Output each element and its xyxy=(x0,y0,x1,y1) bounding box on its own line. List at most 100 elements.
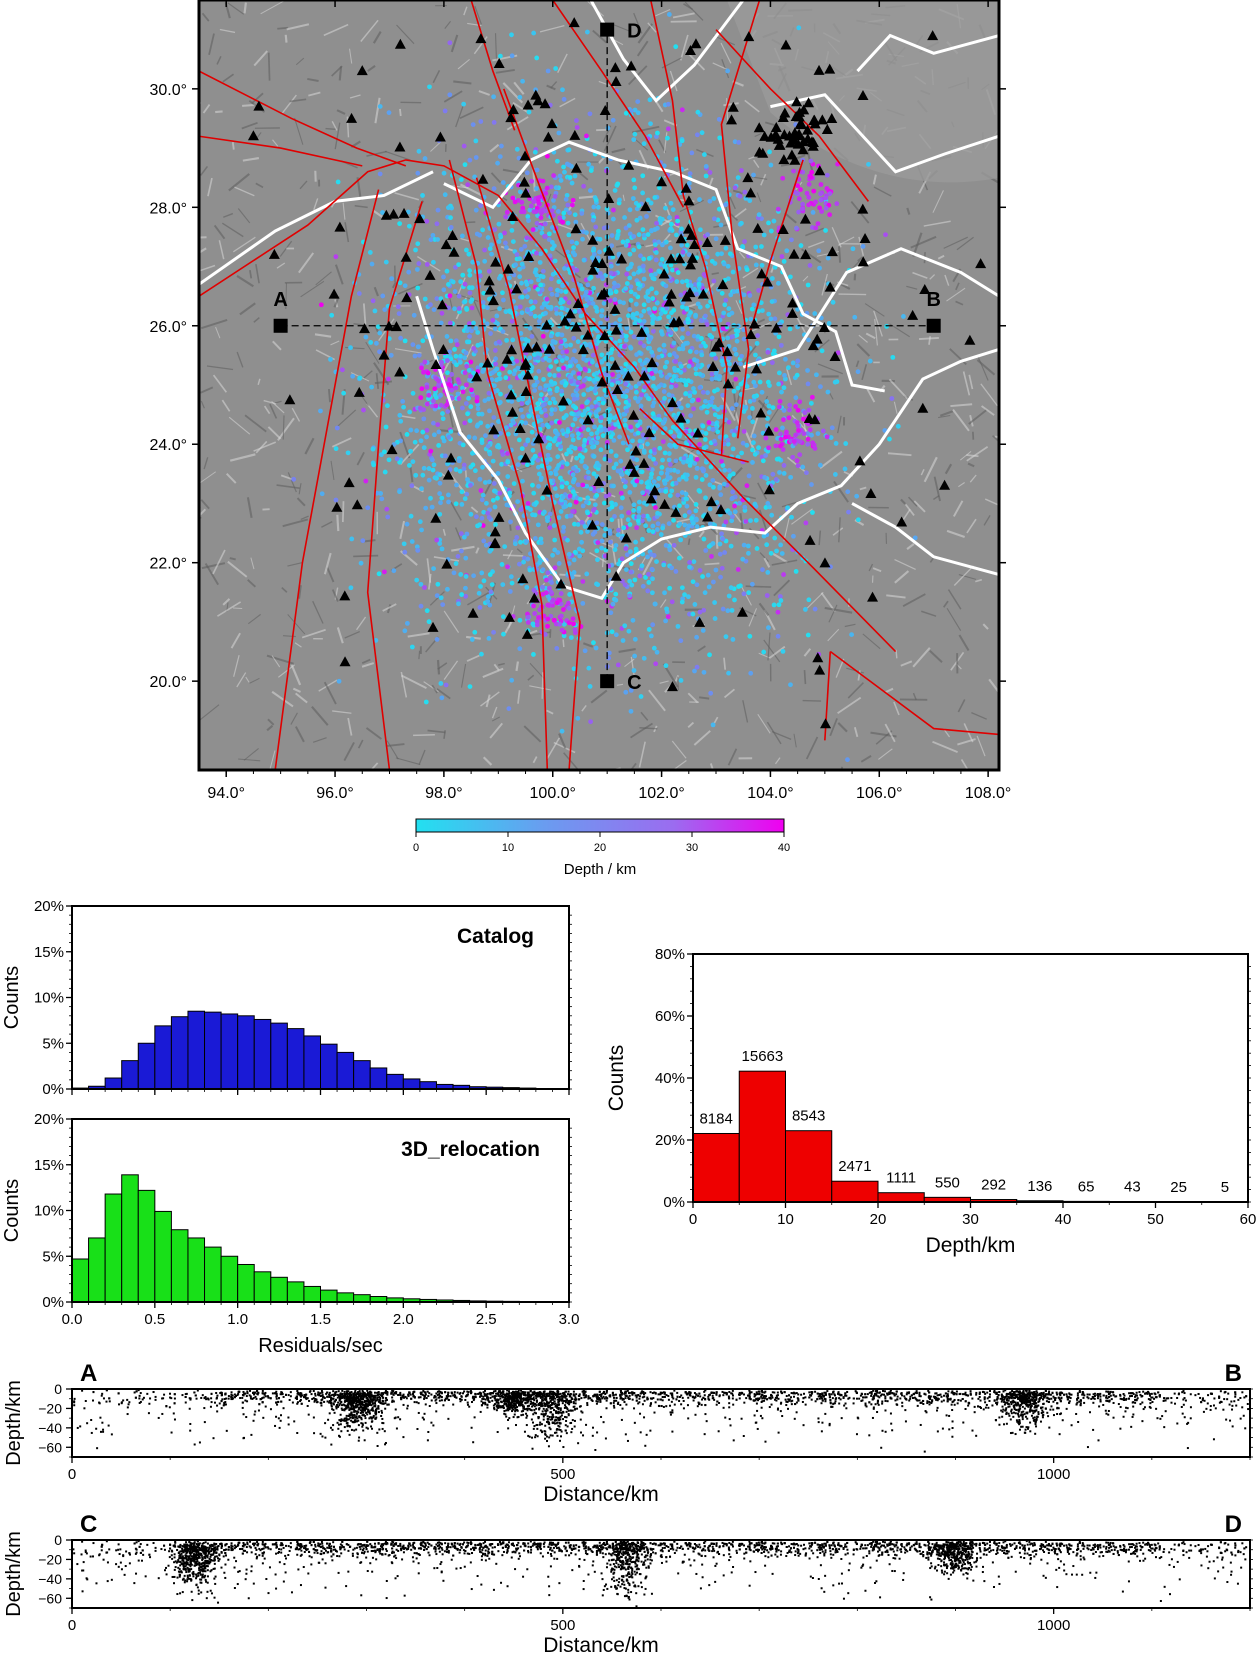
histogram-bar xyxy=(187,1237,206,1303)
histogram-bar xyxy=(320,1043,338,1090)
y-axis-label: Counts xyxy=(1,966,23,1029)
bar-count-label: 8184 xyxy=(699,1110,732,1127)
bar-count-label: 292 xyxy=(981,1177,1006,1194)
y-tick-label: 60% xyxy=(655,1008,685,1025)
y-tick-label: 15% xyxy=(34,1157,64,1174)
profile-point-c xyxy=(600,674,615,689)
y-tick-label: 40% xyxy=(655,1070,685,1087)
profile-end-label: D xyxy=(1225,1511,1242,1538)
histogram-bar xyxy=(369,1067,388,1090)
histogram-bar xyxy=(877,1192,925,1203)
profile-y-tick-label: −60 xyxy=(38,1439,62,1455)
profile-y-tick-label: −20 xyxy=(38,1400,62,1416)
map-y-tick-label: 20.0° xyxy=(149,674,187,691)
histogram-bar xyxy=(785,1130,833,1203)
y-tick-label: 15% xyxy=(34,944,64,961)
colorbar-label: Depth / km xyxy=(564,861,637,878)
histogram-bar xyxy=(253,1018,272,1090)
map-y-tick-label: 30.0° xyxy=(149,82,187,99)
histogram-bar xyxy=(270,1276,288,1303)
y-axis-label: Counts xyxy=(1,1179,23,1242)
histogram-bar xyxy=(386,1073,404,1090)
profile-start-label: C xyxy=(80,1511,97,1538)
profile-y-tick-label: −20 xyxy=(38,1551,62,1567)
histogram-bar xyxy=(104,1077,123,1090)
histogram-bar xyxy=(220,1013,239,1090)
x-tick-label: 60 xyxy=(1240,1211,1257,1228)
histogram-bar xyxy=(402,1078,421,1090)
histogram-bar xyxy=(154,1210,172,1303)
profile-x-axis-label: Distance/km xyxy=(543,1634,659,1657)
histogram-bar xyxy=(204,1246,222,1303)
colorbar-tick-label: 40 xyxy=(778,842,790,854)
profile-y-tick-label: 0 xyxy=(54,1381,62,1397)
y-tick-label: 20% xyxy=(655,1132,685,1149)
y-tick-label: 20% xyxy=(34,898,64,915)
x-tick-label: 1.5 xyxy=(310,1311,331,1328)
map-x-tick-label: 106.0° xyxy=(856,785,902,802)
profile-x-tick-label: 500 xyxy=(550,1466,575,1483)
x-tick-label: 3.0 xyxy=(559,1311,580,1328)
histogram-bar xyxy=(121,1060,139,1090)
histogram-bar xyxy=(286,1281,305,1303)
fault-lines xyxy=(199,0,999,770)
profile-hypocenters xyxy=(72,1540,1250,1608)
profile-hypocenters xyxy=(73,1389,1250,1453)
depth-histogram: 8184 15663 8543 2471 1111 550 292 136 65 43 25 5 0% 2… xyxy=(605,946,1256,1257)
map-y-tick-label: 24.0° xyxy=(149,437,187,454)
map-x-tick-label: 98.0° xyxy=(425,785,463,802)
y-tick-label: 0% xyxy=(42,1081,64,1098)
histogram-bar xyxy=(137,1189,156,1303)
histogram-bar xyxy=(187,1010,206,1090)
profile-y-tick-label: −60 xyxy=(38,1590,62,1606)
y-tick-label: 5% xyxy=(42,1035,64,1052)
profile-label-c: C xyxy=(627,672,641,694)
colorbar-tick-label: 20 xyxy=(594,842,606,854)
profile-y-axis-label: Depth/km xyxy=(3,1531,25,1617)
map-x-tick-label: 104.0° xyxy=(747,785,793,802)
histogram-bar xyxy=(104,1193,123,1303)
bar-count-label: 8543 xyxy=(792,1108,825,1125)
histogram-bar xyxy=(303,1035,321,1090)
histogram-bar xyxy=(71,1258,90,1303)
bar-count-label: 5 xyxy=(1221,1179,1229,1196)
profile-x-tick-label: 500 xyxy=(550,1617,575,1634)
histogram-title: 3D_relocation xyxy=(401,1138,540,1161)
y-tick-label: 20% xyxy=(34,1111,64,1128)
map-x-tick-label: 100.0° xyxy=(530,785,576,802)
profile-start-label: A xyxy=(80,1360,97,1387)
y-tick-label: 0% xyxy=(42,1294,64,1311)
histogram-bar xyxy=(320,1289,338,1303)
x-tick-label: 1.0 xyxy=(227,1311,248,1328)
profile-lines: A B C D xyxy=(273,21,941,695)
histogram-bar xyxy=(336,1051,355,1090)
profile-y-axis-label: Depth/km xyxy=(3,1380,25,1466)
histogram-bar xyxy=(154,1025,172,1090)
x-tick-label: 2.5 xyxy=(476,1311,497,1328)
x-axis-label: Depth/km xyxy=(926,1234,1016,1257)
bar-count-label: 1111 xyxy=(886,1170,916,1187)
profile-y-tick-label: −40 xyxy=(38,1420,62,1436)
map-x-tick-label: 102.0° xyxy=(638,785,684,802)
profile-cd: 0 −20 −40 −60 0 500 1000 Distance/km Depth/km C D xyxy=(3,1511,1253,1657)
seismicity-map: A B C D 94.0° 96.0° 98.0° 100.0° 102.0° 104.0° 10… xyxy=(149,0,1011,802)
histogram-bar xyxy=(170,1016,189,1090)
map-y-tick-label: 28.0° xyxy=(149,200,187,217)
profile-x-axis-label: Distance/km xyxy=(543,1483,659,1506)
x-tick-label: 10 xyxy=(777,1211,794,1228)
profile-x-tick-label: 1000 xyxy=(1037,1466,1070,1483)
profile-point-d xyxy=(600,22,615,37)
map-x-tick-label: 96.0° xyxy=(316,785,354,802)
histogram-bar xyxy=(353,1060,371,1090)
profile-point-b xyxy=(926,318,941,333)
x-tick-label: 30 xyxy=(962,1211,979,1228)
histogram-title: Catalog xyxy=(457,925,534,948)
colorbar-tick-label: 0 xyxy=(413,842,419,854)
histogram-bar xyxy=(137,1042,156,1090)
bar-count-label: 550 xyxy=(935,1174,960,1191)
bar-count-label: 136 xyxy=(1027,1178,1052,1195)
x-tick-label: 0.5 xyxy=(144,1311,165,1328)
x-tick-label: 40 xyxy=(1055,1211,1072,1228)
histogram-bar xyxy=(204,1011,222,1090)
profile-y-tick-label: −40 xyxy=(38,1571,62,1587)
